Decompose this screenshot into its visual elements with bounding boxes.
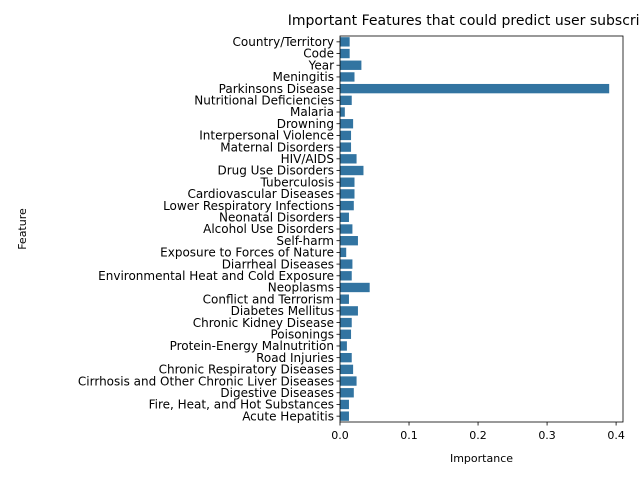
bar: [340, 329, 352, 339]
x-tick-label: 0.3: [538, 429, 556, 442]
chart-title: Important Features that could predict us…: [288, 13, 640, 29]
bar: [340, 388, 354, 398]
y-tick-label: Neonatal Disorders: [219, 211, 334, 225]
bar: [340, 224, 353, 234]
plot-frame: [339, 35, 624, 423]
y-ticks: Country/TerritoryCodeYearMeningitisParki…: [78, 35, 340, 423]
bar: [340, 154, 357, 164]
y-tick-label: Lower Respiratory Infections: [163, 199, 334, 213]
bar: [340, 200, 354, 211]
bar: [340, 107, 345, 117]
y-axis-label: Feature: [16, 208, 29, 250]
y-tick-label: Maternal Disorders: [220, 140, 334, 154]
bar: [340, 317, 352, 328]
bar: [340, 247, 347, 258]
bar: [340, 48, 350, 59]
bar: [340, 411, 349, 421]
bar: [340, 177, 355, 187]
bar: [340, 142, 352, 152]
y-tick-label: Road Injuries: [256, 351, 334, 365]
y-tick-label: Chronic Respiratory Diseases: [159, 363, 334, 377]
y-tick-label: Year: [308, 58, 334, 72]
y-tick-label: Cardiovascular Diseases: [187, 187, 334, 201]
y-tick-label: Tuberculosis: [260, 175, 335, 189]
y-tick-label: Digestive Diseases: [220, 386, 334, 400]
y-tick-label: Acute Hepatitis: [242, 409, 334, 423]
y-tick-label: Diarrheal Diseases: [222, 257, 334, 271]
bar: [340, 271, 352, 281]
y-tick-label: Environmental Heat and Cold Exposure: [98, 269, 334, 283]
bar: [340, 130, 352, 141]
y-tick-label: Poisonings: [271, 327, 335, 341]
bar: [340, 341, 347, 351]
bar: [340, 119, 354, 129]
bar: [340, 236, 358, 246]
bar: [340, 189, 355, 199]
bar: [340, 352, 352, 363]
bar: [340, 60, 362, 70]
bar: [340, 364, 354, 375]
y-tick-label: Exposure to Forces of Nature: [160, 246, 334, 260]
x-ticks: 0.0 0.1 0.2 0.3 0.4: [331, 422, 625, 442]
y-tick-label: Drowning: [277, 117, 334, 131]
y-tick-label: Drug Use Disorders: [217, 164, 334, 178]
bar: [340, 282, 370, 293]
bar: [340, 259, 353, 269]
y-tick-label: Cirrhosis and Other Chronic Liver Diseas…: [78, 374, 334, 388]
y-tick-label: Diabetes Mellitus: [231, 304, 334, 318]
x-tick-label: 0.4: [607, 429, 625, 442]
y-tick-label: Nutritional Deficiencies: [194, 94, 334, 108]
y-tick-label: Interpersonal Violence: [199, 129, 334, 143]
y-tick-label: Conflict and Terrorism: [203, 292, 334, 306]
y-tick-label: Malaria: [290, 105, 334, 119]
bar: [340, 83, 610, 94]
bar: [340, 306, 358, 316]
y-tick-label: Code: [303, 47, 334, 61]
x-tick-label: 0.2: [469, 429, 487, 442]
bar: [340, 165, 364, 176]
y-tick-label: Self-harm: [276, 234, 334, 248]
x-tick-label: 0.0: [331, 429, 349, 442]
bar: [340, 294, 349, 304]
y-tick-label: Alcohol Use Disorders: [203, 222, 334, 236]
y-tick-label: Neoplasms: [268, 281, 334, 295]
bar: [340, 376, 357, 386]
y-tick-label: HIV/AIDS: [281, 152, 334, 166]
y-tick-label: Chronic Kidney Disease: [193, 316, 334, 330]
y-tick-label: Meningitis: [272, 70, 334, 84]
y-tick-label: Country/Territory: [233, 35, 334, 49]
y-tick-label: Fire, Heat, and Hot Substances: [149, 398, 334, 412]
bar: [340, 95, 352, 106]
y-tick-label: Parkinsons Disease: [219, 82, 334, 96]
bars-group: [340, 37, 610, 421]
y-tick-label: Protein-Energy Malnutrition: [170, 339, 334, 353]
bar: [340, 37, 350, 47]
x-axis-label: Importance: [450, 452, 513, 465]
bar: [340, 399, 349, 410]
bar: [340, 72, 355, 82]
x-tick-label: 0.1: [400, 429, 418, 442]
bar: [340, 212, 349, 222]
